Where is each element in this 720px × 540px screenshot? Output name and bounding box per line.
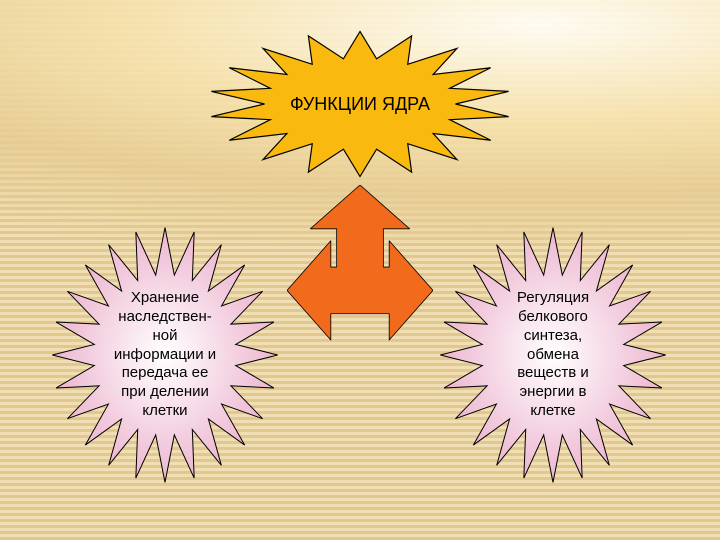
slide-root: ФУНКЦИИ ЯДРА Хранение наследствен- ной и… bbox=[0, 0, 720, 540]
left-burst-text: Хранение наследствен- ной информации и п… bbox=[114, 289, 216, 420]
title-starburst: ФУНКЦИИ ЯДРА bbox=[206, 30, 514, 178]
left-starburst: Хранение наследствен- ной информации и п… bbox=[50, 225, 280, 485]
title-text: ФУНКЦИИ ЯДРА bbox=[290, 93, 430, 116]
right-starburst: Регуляция белкового синтеза, обмена веще… bbox=[438, 225, 668, 485]
right-burst-text: Регуляция белкового синтеза, обмена веще… bbox=[517, 289, 589, 420]
three-way-arrow bbox=[287, 185, 433, 355]
